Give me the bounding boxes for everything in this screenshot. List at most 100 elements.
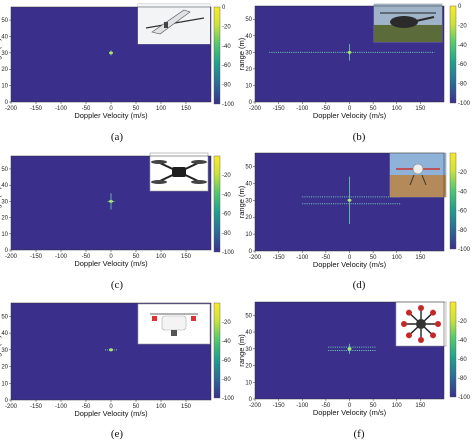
x-tick-label: -200 [5, 106, 18, 112]
y-tick-label: 10 [1, 84, 8, 90]
x-tick-label: 0 [109, 254, 113, 260]
x-tick-label: -100 [55, 106, 68, 112]
spectrogram-panel: -200 -150 -100 -50 0 50 100 15001020304050Doppl… [0, 3, 235, 143]
y-tick-label: 20 [245, 67, 252, 73]
y-tick-label: 10 [245, 380, 252, 386]
y-tick-label: 40 [1, 183, 8, 189]
colorbar-tick-label: -80 [222, 83, 231, 89]
colorbar [449, 152, 457, 250]
y-tick-label: 50 [1, 314, 8, 320]
y-axis-title: range (m) [0, 38, 2, 71]
colorbar [449, 5, 457, 104]
x-tick-label: 100 [156, 404, 167, 410]
x-tick-label: -150 [30, 106, 43, 112]
y-tick-label: 20 [1, 365, 8, 371]
x-tick-label: -50 [322, 106, 331, 112]
y-tick-label: 40 [1, 34, 8, 40]
x-tick-label: -150 [273, 403, 286, 409]
spectrogram-panel: -200 -150 -100 -50 0 50 100 15001020304050Doppl… [237, 301, 471, 440]
colorbar-tick-label: -100 [222, 250, 235, 256]
x-tick-label: 150 [181, 106, 192, 112]
x-axis-title: Doppler Velocity (m/s) [74, 409, 148, 418]
colorbar [213, 155, 221, 253]
x-tick-label: -150 [273, 255, 286, 261]
y-tick-label: 0 [5, 398, 9, 404]
colorbar-tick-label: -20 [222, 173, 231, 179]
target-peak [109, 51, 113, 55]
x-tick-label: 50 [133, 254, 140, 260]
colorbar-tick-label: -80 [458, 228, 467, 234]
x-tick-label: 150 [181, 404, 192, 410]
colorbar-tick-label: 0 [222, 5, 226, 11]
x-tick-label: 50 [370, 106, 377, 112]
x-tick-label: 0 [348, 255, 352, 261]
x-tick-label: -100 [296, 403, 309, 409]
colorbar [213, 6, 221, 105]
target-peak [347, 50, 352, 54]
x-tick-label: -150 [30, 404, 43, 410]
colorbar-tick-label: -40 [458, 43, 467, 49]
y-tick-label: 50 [1, 18, 8, 24]
x-tick-label: -200 [249, 403, 262, 409]
colorbar-tick-label: -60 [458, 209, 467, 215]
y-tick-label: 0 [249, 100, 253, 106]
colorbar-tick-label: -40 [458, 189, 467, 195]
x-axis-title: Doppler Velocity (m/s) [313, 111, 387, 120]
x-tick-label: -150 [273, 106, 286, 112]
x-axis-title: Doppler Velocity (m/s) [74, 111, 148, 120]
x-tick-label: 100 [156, 106, 167, 112]
y-axis-title: range (m) [0, 186, 2, 219]
x-tick-label: 0 [109, 106, 113, 112]
colorbar-tick-label: -20 [222, 320, 231, 326]
x-tick-label: -200 [5, 404, 18, 410]
x-tick-label: -200 [249, 106, 262, 112]
colorbar-tick-label: -20 [458, 23, 467, 29]
target-peak [109, 199, 113, 203]
x-tick-label: -200 [5, 254, 18, 260]
y-tick-label: 40 [1, 331, 8, 337]
x-tick-label: -50 [82, 404, 91, 410]
y-tick-label: 20 [245, 364, 252, 370]
colorbar-tick-label: -20 [458, 319, 467, 325]
y-tick-label: 10 [245, 232, 252, 238]
x-tick-label: 150 [415, 255, 426, 261]
colorbar-tick-label: -80 [458, 82, 467, 88]
colorbar-tick-label: -20 [222, 24, 231, 30]
colorbar-tick-label: -60 [222, 358, 231, 364]
y-tick-label: 20 [1, 216, 8, 222]
x-tick-label: -200 [249, 255, 262, 261]
y-tick-label: 10 [1, 232, 8, 238]
spectrogram-panel: -200 -150 -100 -50 0 50 100 15001020304050Doppl… [0, 152, 235, 291]
panel-caption: (e) [111, 428, 124, 440]
y-tick-label: 20 [1, 67, 8, 73]
colorbar-tick-label: -60 [458, 62, 467, 68]
x-tick-label: 150 [415, 106, 426, 112]
y-tick-label: 0 [249, 249, 253, 255]
x-tick-label: 0 [109, 404, 113, 410]
y-tick-label: 20 [245, 215, 252, 221]
colorbar-tick-label: -100 [222, 102, 235, 108]
y-tick-label: 0 [5, 248, 9, 254]
x-axis-title: Doppler Velocity (m/s) [74, 259, 148, 268]
y-tick-label: 10 [245, 83, 252, 89]
y-tick-label: 30 [1, 51, 8, 57]
x-tick-label: 0 [348, 403, 352, 409]
y-tick-label: 30 [1, 199, 8, 205]
x-tick-label: -150 [30, 254, 43, 260]
y-tick-label: 10 [1, 381, 8, 387]
y-tick-label: 50 [245, 165, 252, 171]
colorbar-tick-label: -100 [458, 395, 471, 401]
y-tick-label: 30 [245, 198, 252, 204]
colorbar-tick-label: -60 [458, 357, 467, 363]
x-tick-label: 100 [392, 255, 403, 261]
spectrogram-panel: -200 -150 -100 -50 0 50 100 15001020304050Doppl… [237, 3, 471, 143]
x-tick-label: 150 [415, 403, 426, 409]
colorbar-tick-label: -20 [458, 170, 467, 176]
x-tick-label: -50 [322, 403, 331, 409]
x-tick-label: 50 [133, 106, 140, 112]
x-tick-label: -50 [82, 106, 91, 112]
octocopter-drone-photo [395, 301, 447, 347]
hexacopter-drone-photo [389, 152, 447, 198]
colorbar-tick-label: -80 [458, 376, 467, 382]
